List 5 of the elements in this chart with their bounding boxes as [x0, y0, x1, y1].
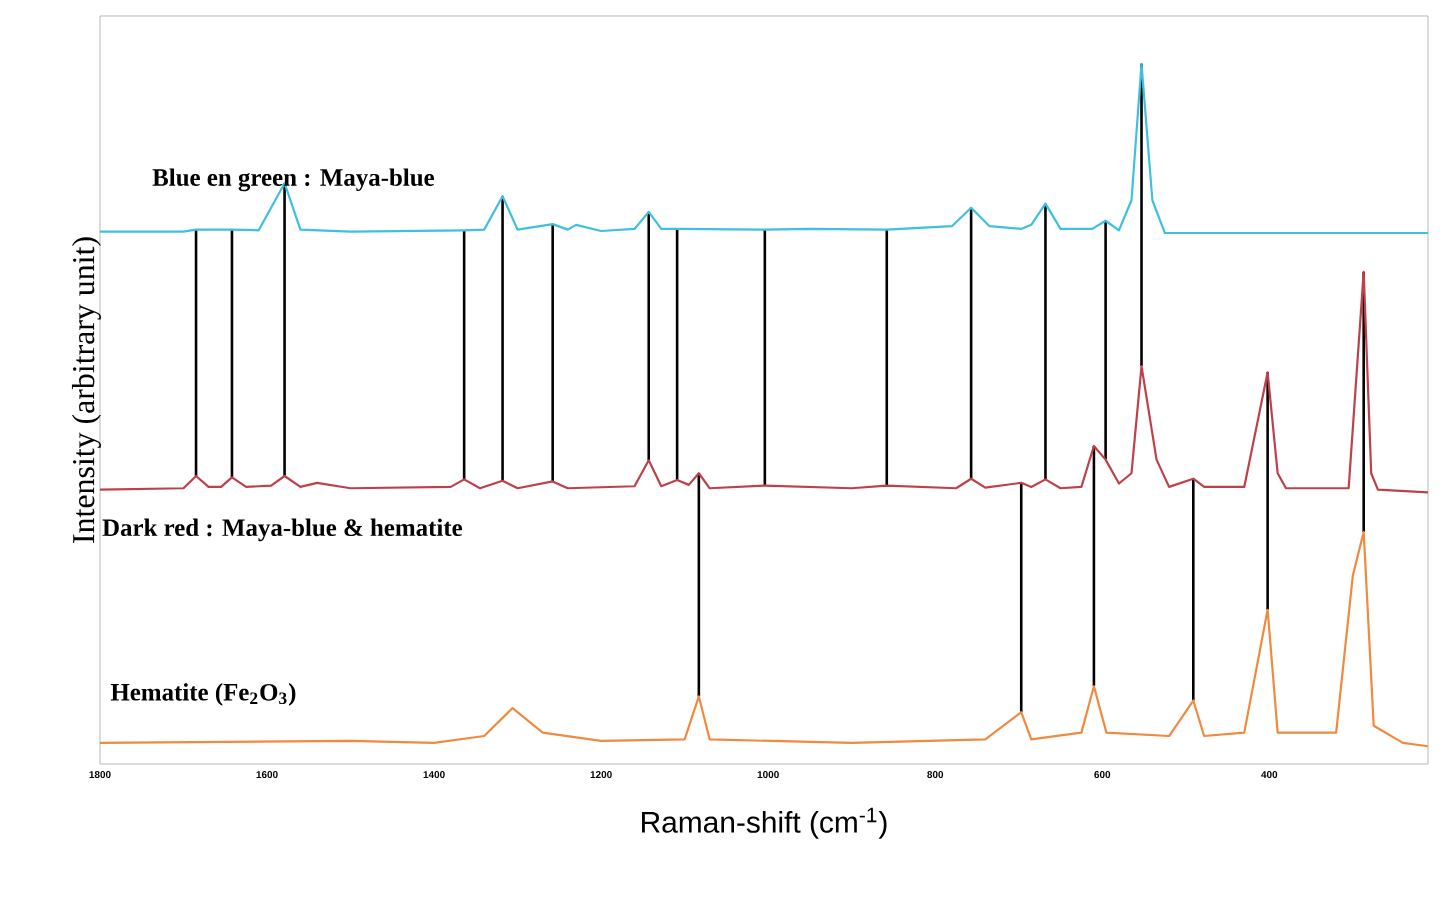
- x-axis-title: Raman-shift (cm$^{-1}$): [642, 807, 887, 839]
- y-axis-title: Intensity (arbitrary unit): [71, 237, 101, 543]
- series-label: Dark red : Maya-blue & hematite: [102, 518, 463, 542]
- text: Hematite (Fe$_{2}$O$_{3}$): [110, 683, 296, 706]
- series-label: Blue en green : Maya-blue: [152, 168, 434, 192]
